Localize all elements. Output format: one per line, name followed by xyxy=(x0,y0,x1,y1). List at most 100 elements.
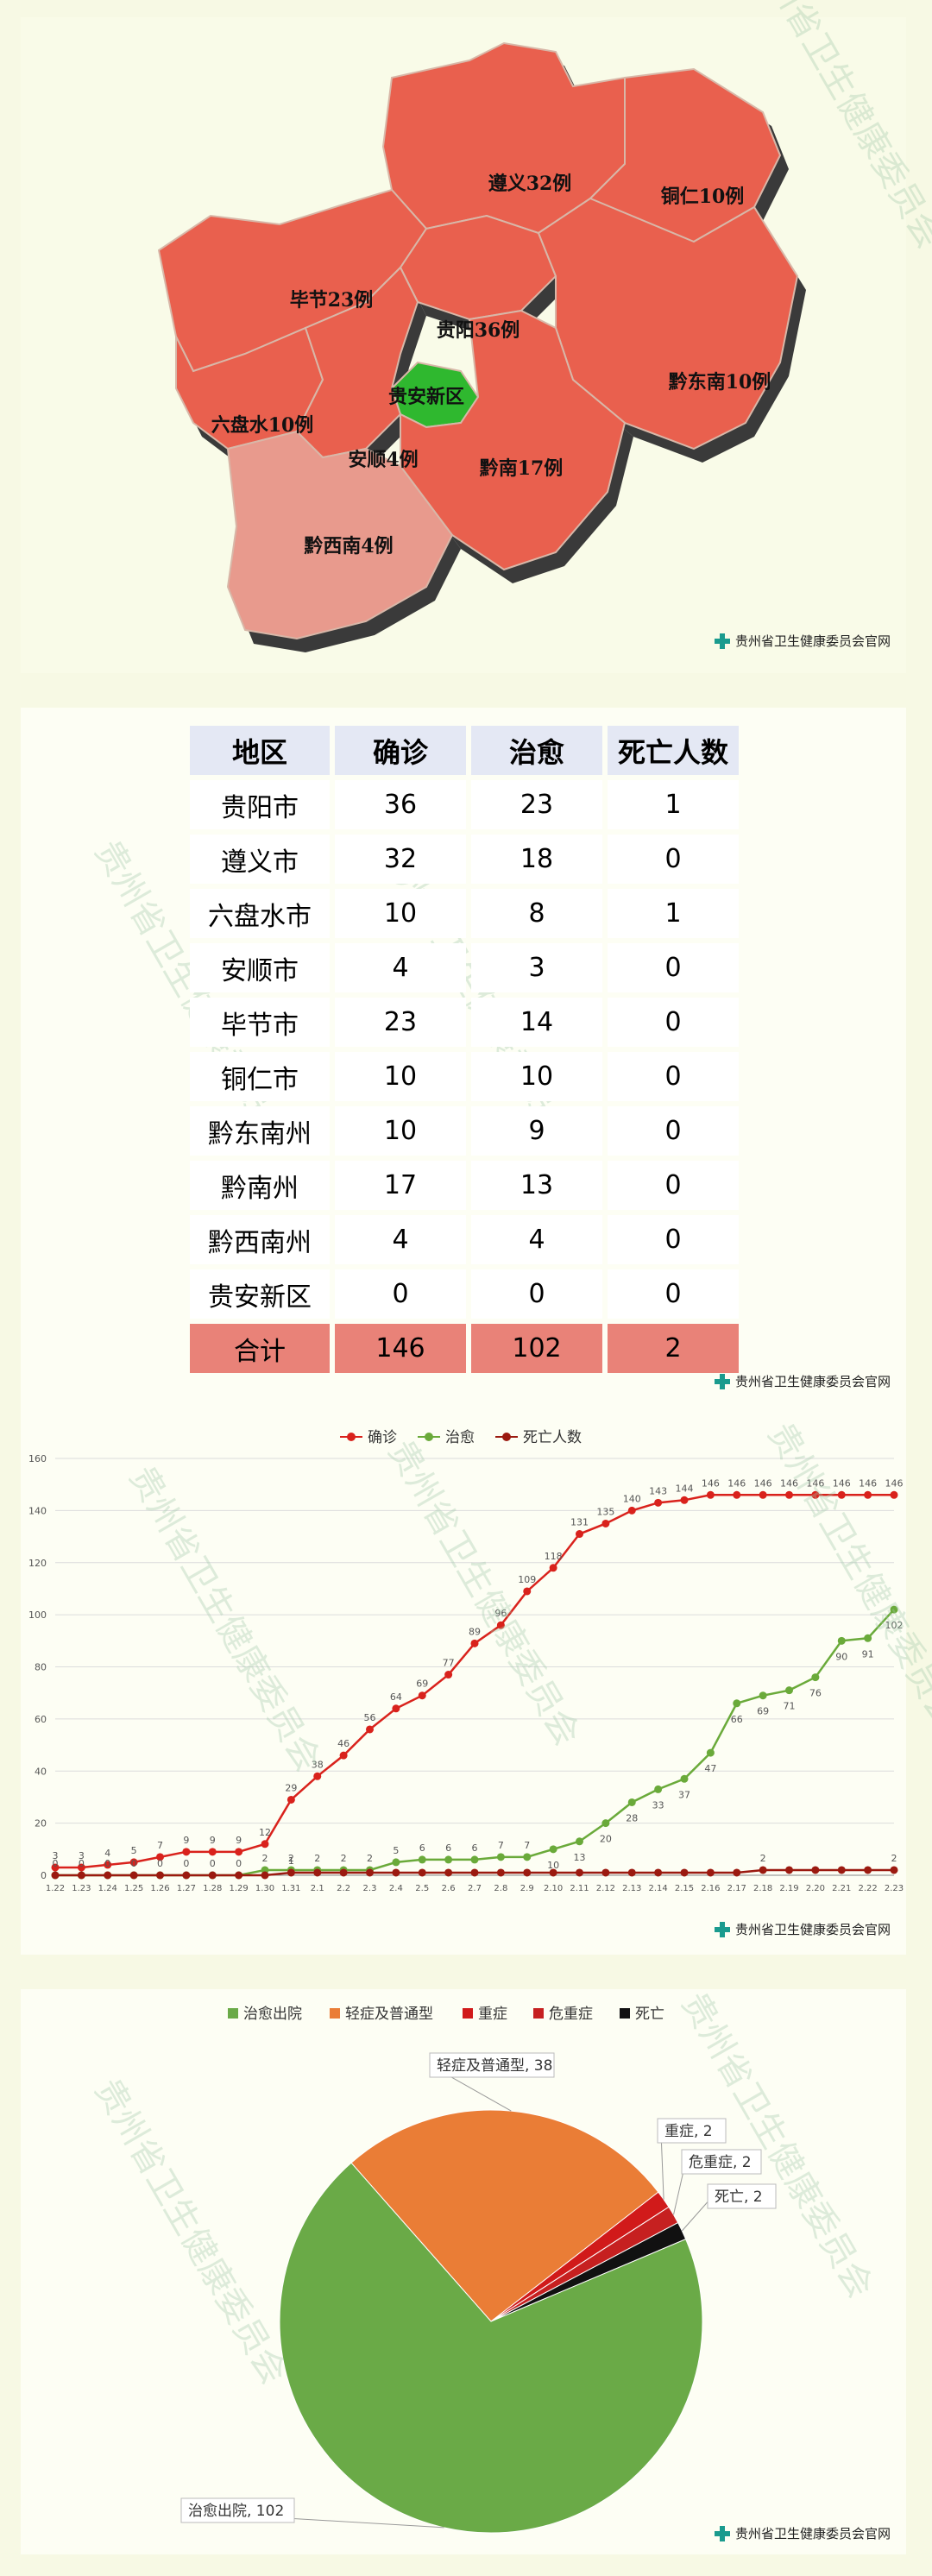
data-label: 2 xyxy=(367,1853,373,1864)
region-label: 铜仁10例 xyxy=(661,186,745,208)
health-cross-icon xyxy=(714,633,730,649)
header-cell: 死亡人数 xyxy=(608,726,739,775)
table-cell: 合计 xyxy=(190,1324,330,1373)
data-point xyxy=(680,1868,689,1877)
slice-label: 治愈出院, 102 xyxy=(188,2503,284,2520)
data-point xyxy=(470,1639,479,1647)
region-label: 贵阳36例 xyxy=(437,319,520,342)
stats-table: 地区 确诊 治愈 死亡人数 贵阳市 36 23 1 遵义市 32 18 0 六盘水市 10 8 1 安顺… xyxy=(185,721,744,1378)
credit-text: 贵州省卫生健康委员会官网 xyxy=(734,2526,891,2541)
data-label: 69 xyxy=(757,1706,769,1717)
data-label: 0 xyxy=(236,1858,242,1869)
data-point xyxy=(523,1853,532,1861)
data-label: 0 xyxy=(183,1858,189,1869)
data-label: 0 xyxy=(104,1858,110,1869)
data-point xyxy=(890,1605,898,1614)
legend-label: 治愈出院 xyxy=(243,2006,302,2023)
data-point xyxy=(837,1866,846,1874)
table-cell: 0 xyxy=(608,998,739,1047)
data-label: 0 xyxy=(157,1858,163,1869)
data-label: 71 xyxy=(784,1701,796,1712)
data-point xyxy=(496,1868,505,1877)
region-label: 六盘水10例 xyxy=(211,414,314,437)
table-row: 黔西南州 4 4 0 xyxy=(190,1215,739,1264)
x-tick-label: 2.12 xyxy=(596,1884,615,1893)
data-label: 91 xyxy=(862,1648,874,1660)
table-cell: 安顺市 xyxy=(190,943,330,992)
data-point xyxy=(785,1490,793,1499)
region-label: 黔西南4例 xyxy=(304,535,393,557)
pie-slice xyxy=(279,2162,703,2534)
data-label: 2 xyxy=(314,1853,320,1864)
table-cell: 黔南州 xyxy=(190,1161,330,1210)
data-point xyxy=(366,1868,374,1877)
data-point xyxy=(287,1795,295,1804)
data-label: 1 xyxy=(288,1855,294,1867)
x-tick-label: 2.9 xyxy=(520,1884,534,1893)
x-tick-label: 1.27 xyxy=(177,1884,196,1893)
data-point xyxy=(601,1868,610,1877)
region-label: 贵安新区 xyxy=(388,386,464,408)
table-cell: 0 xyxy=(335,1269,466,1319)
x-tick-label: 2.11 xyxy=(570,1884,589,1893)
region-shape xyxy=(226,430,454,640)
legend-swatch xyxy=(330,2008,340,2019)
data-label: 146 xyxy=(754,1477,772,1489)
label-box xyxy=(180,2497,295,2523)
legend-swatch xyxy=(228,2008,238,2019)
data-point xyxy=(156,1871,164,1880)
data-point xyxy=(392,1868,400,1877)
table-row: 六盘水市 10 8 1 xyxy=(190,889,739,938)
x-tick-label: 2.8 xyxy=(494,1884,507,1893)
header-cell: 确诊 xyxy=(335,726,466,775)
data-label: 131 xyxy=(570,1517,589,1528)
data-point xyxy=(576,1530,583,1539)
x-tick-label: 2.21 xyxy=(832,1884,851,1893)
x-tick-label: 2.23 xyxy=(885,1884,904,1893)
map-panel: 遵义32例 铜仁10例 毕节23例 贵阳36例 贵安新区 黔东南10例 六盘水10例 安顺4例… xyxy=(21,0,932,673)
data-point xyxy=(654,1868,663,1877)
data-point xyxy=(627,1506,636,1515)
table-header-row: 地区 确诊 治愈 死亡人数 xyxy=(190,726,739,775)
x-tick-label: 2.13 xyxy=(622,1884,641,1893)
x-tick-label: 1.31 xyxy=(281,1884,300,1893)
data-point xyxy=(733,1699,741,1708)
data-label: 0 xyxy=(53,1858,59,1869)
data-label: 140 xyxy=(623,1493,641,1504)
x-tick-label: 1.26 xyxy=(150,1884,169,1893)
data-label: 7 xyxy=(524,1840,530,1851)
x-tick-label: 1.25 xyxy=(124,1884,143,1893)
slice-label: 重症, 2 xyxy=(664,2123,713,2140)
y-tick-label: 0 xyxy=(41,1870,47,1881)
data-point xyxy=(261,1840,269,1849)
data-point xyxy=(523,1868,532,1877)
health-cross-icon xyxy=(714,2525,730,2541)
table-cell: 4 xyxy=(335,1215,466,1264)
data-point xyxy=(313,1868,322,1877)
data-point xyxy=(470,1855,479,1864)
table-panel: 贵州省卫生健康委员会 贵州省卫生健康委员会 地区 确诊 治愈 死亡人数 贵阳市 3… xyxy=(21,708,906,1398)
data-point xyxy=(129,1871,138,1880)
table-cell: 9 xyxy=(471,1106,602,1156)
series-line xyxy=(55,1609,895,1877)
credit-text: 贵州省卫生健康委员会官网 xyxy=(734,633,891,649)
data-point xyxy=(627,1868,636,1877)
legend-label: 死亡 xyxy=(635,2006,664,2023)
data-point xyxy=(864,1866,872,1874)
y-tick-label: 120 xyxy=(28,1558,47,1569)
data-label: 146 xyxy=(780,1477,798,1489)
y-tick-label: 140 xyxy=(28,1505,47,1516)
data-label: 2 xyxy=(891,1853,897,1864)
table-cell: 4 xyxy=(471,1215,602,1264)
data-label: 46 xyxy=(337,1738,350,1749)
legend-label: 确诊 xyxy=(368,1429,397,1446)
health-cross-icon xyxy=(714,1373,730,1389)
pie-chart-panel: 贵州省卫生健康委员会 贵州省卫生健康委员会 治愈出院 轻症及普通型 重症 危重症 死亡治… xyxy=(21,1986,906,2554)
table-cell: 10 xyxy=(335,889,466,938)
data-label: 96 xyxy=(494,1608,507,1619)
data-point xyxy=(811,1673,820,1682)
data-label: 146 xyxy=(727,1477,746,1489)
table-cell: 0 xyxy=(608,1161,739,1210)
y-tick-label: 80 xyxy=(35,1662,47,1673)
data-label: 5 xyxy=(393,1845,399,1856)
